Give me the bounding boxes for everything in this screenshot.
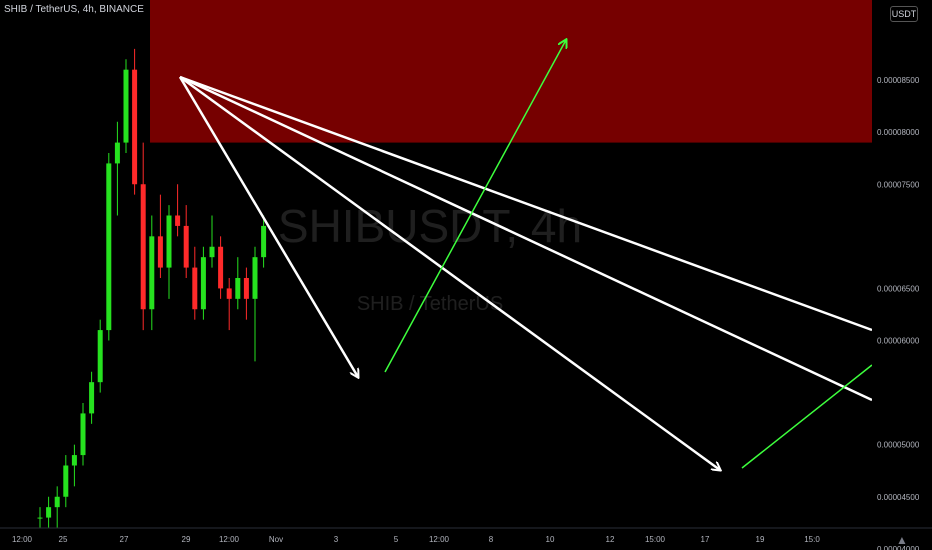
candle-body: [71, 455, 77, 466]
candle-body: [218, 246, 224, 289]
price-axis-tick-label: 0.00007500: [877, 180, 920, 189]
time-axis-tick-label: 12:00: [429, 535, 450, 544]
candle-body: [114, 142, 120, 164]
candle-body: [235, 278, 241, 299]
time-axis-tick-label: Nov: [269, 535, 283, 544]
price-axis-tick-label: 0.00008500: [877, 76, 920, 85]
price-axis-tick-label: 0.00006500: [877, 284, 920, 293]
quote-unit-button[interactable]: USDT: [890, 6, 918, 22]
candle-body: [200, 257, 206, 310]
candle-body: [175, 215, 181, 226]
time-axis-tick-label: 15:0: [804, 535, 820, 544]
watermark-name: SHIB / TetherUS: [357, 293, 503, 315]
candle-body: [46, 507, 52, 518]
price-axis-bg: [872, 0, 932, 550]
candle-body: [243, 278, 249, 299]
trend-arrow: [179, 75, 873, 332]
candle-body: [166, 215, 172, 268]
candle-body: [183, 225, 189, 268]
time-axis-tick-label: 12:00: [12, 535, 33, 544]
candle-body: [261, 225, 267, 258]
time-axis-tick-label: 19: [756, 535, 765, 544]
watermark-ticker: SHIBUSDT, 4h: [278, 200, 582, 252]
candle-body: [140, 184, 146, 310]
time-axis-tick-label: 12:00: [219, 535, 240, 544]
time-axis-tick-label: 3: [334, 535, 339, 544]
candle-body: [106, 163, 112, 331]
candle-body: [157, 236, 163, 268]
candle-body: [209, 246, 215, 258]
price-axis-tick-label: 0.00004000: [877, 545, 920, 550]
price-axis-tick-label: 0.00005000: [877, 441, 920, 450]
trend-arrow: [179, 75, 720, 470]
candle-body: [54, 496, 60, 508]
trend-arrow: [179, 75, 873, 402]
trend-arrow: [741, 364, 873, 469]
time-axis-tick-label: 29: [182, 535, 191, 544]
time-axis-tick-label: 15:00: [645, 535, 666, 544]
tradingview-logo-icon: ▲: [896, 533, 908, 547]
candle-body: [63, 465, 69, 497]
time-axis-tick-label: 10: [546, 535, 555, 544]
candle-body: [132, 69, 138, 185]
chart-title: SHIB / TetherUS, 4h, BINANCE: [4, 4, 144, 15]
time-axis-tick-label: 12: [606, 535, 615, 544]
trend-arrow: [178, 76, 358, 377]
trend-arrow: [384, 40, 566, 373]
candle-body: [89, 382, 95, 414]
time-axis-tick-label: 8: [489, 535, 494, 544]
candle-body: [226, 288, 232, 299]
time-axis-tick-label: 27: [120, 535, 129, 544]
price-axis-tick-label: 0.00004500: [877, 493, 920, 502]
fib-zone-red: [150, 0, 872, 143]
time-axis-tick-label: 25: [59, 535, 68, 544]
candle-body: [97, 330, 103, 383]
candle-body: [252, 257, 258, 299]
candle-body: [37, 517, 43, 519]
time-axis-tick-label: 5: [394, 535, 399, 544]
time-axis-tick-label: 17: [701, 535, 710, 544]
candle-body: [123, 69, 129, 143]
price-axis-tick-label: 0.00006000: [877, 337, 920, 346]
candle-body: [192, 267, 198, 310]
price-axis-tick-label: 0.00008000: [877, 128, 920, 137]
candle-body: [149, 236, 155, 310]
candle-body: [80, 413, 86, 456]
